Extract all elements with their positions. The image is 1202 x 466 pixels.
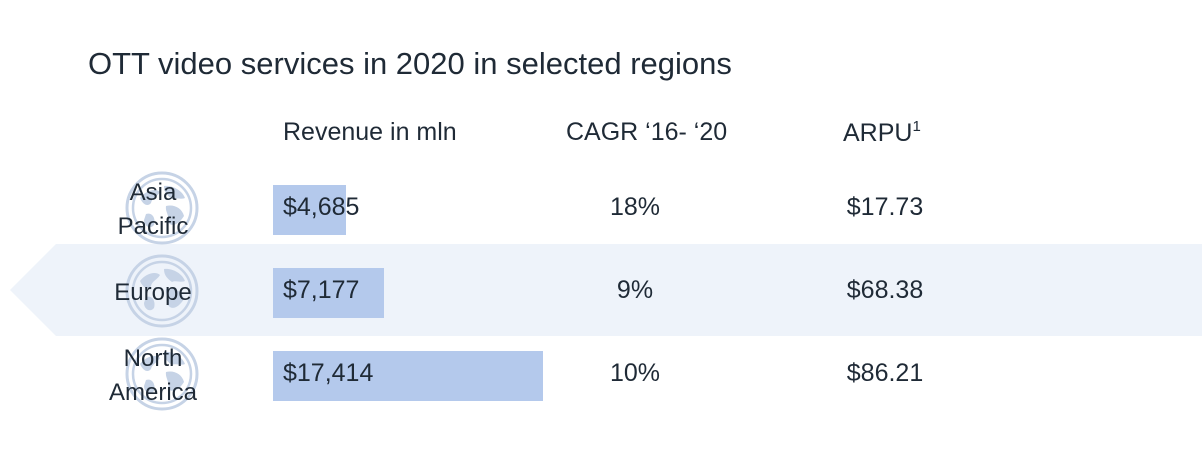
region-label: Asia Pacific	[96, 176, 210, 244]
region-label-line: North	[123, 345, 183, 372]
region-label: North America	[96, 342, 210, 410]
revenue-value: $17,414	[283, 359, 374, 387]
cagr-value: 18%	[609, 193, 661, 221]
cagr-value: 10%	[609, 359, 661, 387]
revenue-bar	[273, 268, 384, 318]
chart-title: OTT video services in 2020 in selected r…	[88, 46, 732, 81]
region-label: Europe	[96, 276, 210, 310]
arpu-column-header: ARPU1	[843, 118, 921, 148]
globe-icon	[125, 171, 199, 245]
region-label-line: Pacific	[117, 213, 189, 240]
cagr-value: 9%	[616, 276, 654, 304]
region-label-line: America	[108, 379, 198, 406]
table-row: Asia Pacific $4,685 18% $17.73	[0, 167, 1202, 253]
globe-icon	[125, 254, 199, 328]
revenue-value: $4,685	[283, 193, 360, 221]
globe-icon	[125, 337, 199, 411]
arpu-value: $17.73	[846, 193, 924, 221]
table-row: North America $17,414 10% $86.21	[0, 333, 1202, 419]
arpu-footnote-marker: 1	[912, 118, 921, 135]
revenue-column-header: Revenue in mln	[283, 118, 457, 146]
arpu-header-label: ARPU	[843, 119, 913, 147]
table-row: Europe $7,177 9% $68.38	[0, 250, 1202, 336]
cagr-column-header: CAGR ‘16- ‘20	[566, 118, 728, 146]
region-label-line: Asia	[129, 179, 177, 206]
revenue-bar	[273, 185, 346, 235]
revenue-value: $7,177	[283, 276, 360, 304]
region-label-line: Europe	[114, 279, 192, 306]
arpu-value: $68.38	[846, 276, 924, 304]
arpu-value: $86.21	[846, 359, 924, 387]
revenue-bar	[273, 351, 543, 401]
